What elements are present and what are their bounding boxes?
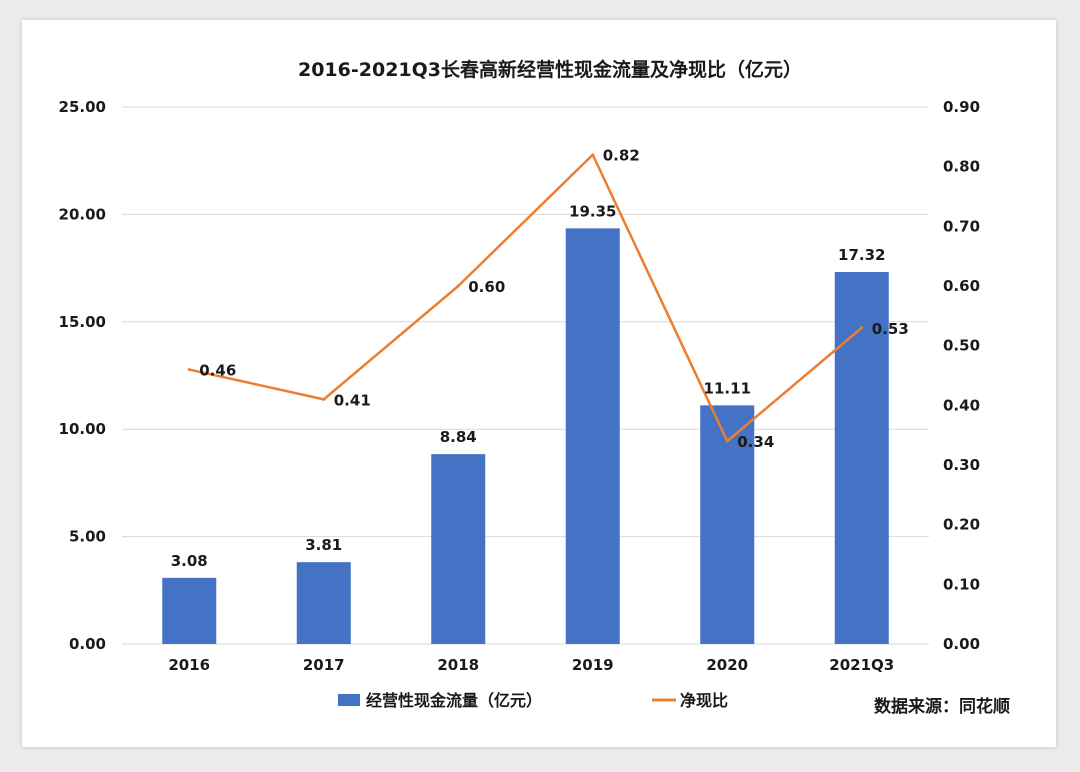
data-source: 数据来源：同花顺 <box>874 696 1010 717</box>
line-value-label: 0.46 <box>199 362 236 380</box>
line-series <box>187 153 864 443</box>
x-axis: 2016 2017 2018 2019 2020 2021Q3 <box>168 656 894 674</box>
left-y-axis: 0.00 5.00 10.00 15.00 20.00 25.00 <box>59 98 106 653</box>
x-tick-label: 2018 <box>437 656 479 674</box>
left-tick-label: 5.00 <box>69 528 106 546</box>
right-tick-label: 0.20 <box>943 516 980 534</box>
right-tick-label: 0.00 <box>943 635 980 653</box>
line-value-label: 0.82 <box>603 147 640 165</box>
ratio-line <box>188 153 863 443</box>
bar-series <box>162 228 889 644</box>
legend-label-bar: 经营性现金流量（亿元） <box>366 691 542 710</box>
right-tick-label: 0.90 <box>943 98 980 116</box>
x-tick-label: 2019 <box>572 656 614 674</box>
bar-value-label: 8.84 <box>440 428 477 446</box>
left-tick-label: 15.00 <box>59 313 106 331</box>
right-tick-label: 0.50 <box>943 337 980 355</box>
x-tick-label: 2016 <box>168 656 210 674</box>
legend: 经营性现金流量（亿元） 净现比 <box>338 691 728 710</box>
x-tick-label: 2017 <box>303 656 345 674</box>
left-tick-label: 20.00 <box>59 205 106 223</box>
line-point <box>322 397 326 401</box>
right-tick-label: 0.60 <box>943 277 980 295</box>
bar <box>296 562 351 644</box>
line-point <box>187 368 191 372</box>
line-point <box>456 284 460 288</box>
right-tick-label: 0.30 <box>943 456 980 474</box>
line-value-label: 0.41 <box>334 391 371 409</box>
bar-value-label: 17.32 <box>838 246 885 264</box>
legend-label-line: 净现比 <box>680 691 728 710</box>
left-tick-label: 0.00 <box>69 635 106 653</box>
bar <box>700 405 755 644</box>
line-point <box>860 326 864 330</box>
left-tick-label: 10.00 <box>59 420 106 438</box>
line-value-label: 0.60 <box>468 278 505 296</box>
bar <box>565 228 620 644</box>
right-tick-label: 0.70 <box>943 217 980 235</box>
right-tick-label: 0.80 <box>943 158 980 176</box>
bar-value-label: 11.11 <box>704 379 751 397</box>
right-y-axis: 0.00 0.10 0.20 0.30 0.40 0.50 0.60 0.70 0.80 0.90 <box>943 98 980 653</box>
bar <box>834 271 889 644</box>
x-tick-label: 2021Q3 <box>829 656 894 674</box>
chart-title: 2016-2021Q3长春高新经营性现金流量及净现比（亿元） <box>298 58 802 81</box>
right-tick-label: 0.10 <box>943 575 980 593</box>
x-tick-label: 2020 <box>706 656 748 674</box>
bar <box>431 454 486 644</box>
data-labels: 3.08 3.81 8.84 19.35 11.11 17.32 0.46 0.41 0.60 0… <box>171 147 909 570</box>
left-tick-label: 25.00 <box>59 98 106 116</box>
right-tick-label: 0.40 <box>943 396 980 414</box>
bar-value-label: 3.08 <box>171 552 208 570</box>
bar <box>162 577 217 644</box>
bar-value-label: 3.81 <box>305 536 342 554</box>
legend-swatch-bar <box>338 694 360 706</box>
gridlines <box>122 106 929 645</box>
line-point <box>591 153 595 157</box>
line-point <box>725 439 729 443</box>
line-value-label: 0.53 <box>872 320 909 338</box>
line-value-label: 0.34 <box>737 433 774 451</box>
bar-value-label: 19.35 <box>569 202 616 220</box>
